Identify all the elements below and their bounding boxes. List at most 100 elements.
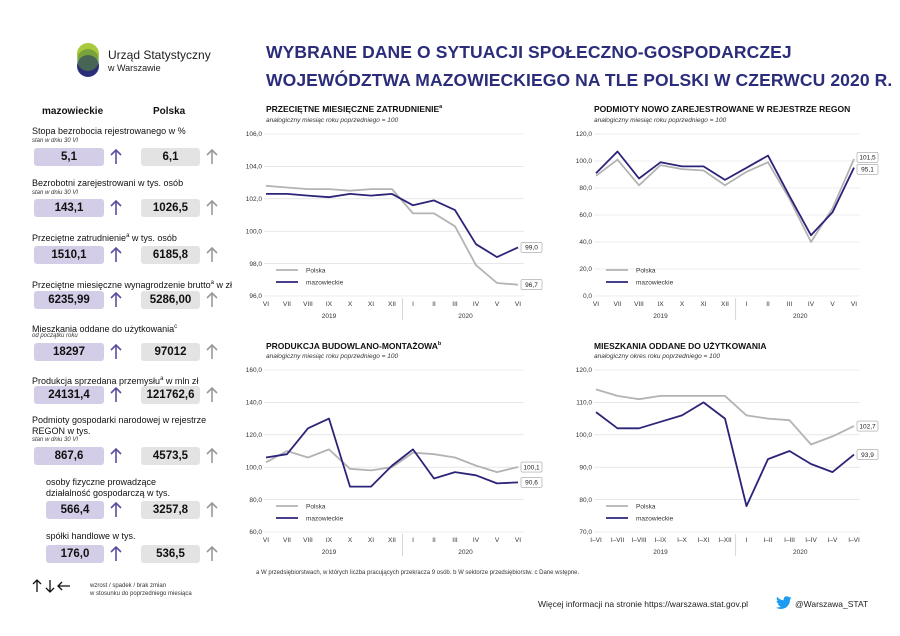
indicator-label: Bezrobotni zarejestrowani w tys. osób xyxy=(32,178,184,188)
y-tick-label: 100,0 xyxy=(576,432,593,439)
indicator-sub: od początku roku xyxy=(32,333,78,339)
end-value-box xyxy=(520,461,543,473)
org-logo: Urząd Statystyczny w Warszawie xyxy=(72,40,232,85)
x-tick-label: VII xyxy=(283,301,291,308)
indicator-value-country: 1026,5 xyxy=(141,199,200,217)
year-label: 2020 xyxy=(458,549,473,556)
indicator-label: Przeciętne miesięczne wynagrodzenie brut… xyxy=(32,278,232,291)
x-tick-label: I–IV xyxy=(805,537,817,544)
x-tick-label: I–II xyxy=(763,537,772,544)
chart-subtitle-zatrudnienie: analogiczny miesiąc roku poprzedniego = … xyxy=(266,117,399,124)
x-tick-label: VI xyxy=(515,537,521,544)
column-head-region: mazowieckie xyxy=(42,106,104,117)
year-label: 2020 xyxy=(793,549,808,556)
y-tick-label: 60,0 xyxy=(579,212,592,219)
year-label: 2019 xyxy=(653,549,668,556)
end-value-label: 101,5 xyxy=(859,155,876,162)
legend-label: Polska xyxy=(306,267,326,274)
indicator-value-region: 566,4 xyxy=(46,501,104,519)
y-tick-label: 110,0 xyxy=(576,400,592,407)
x-tick-label: III xyxy=(787,301,793,308)
arrow-up-icon xyxy=(206,199,218,215)
y-tick-label: 96,0 xyxy=(249,293,262,300)
x-tick-label: I–VI xyxy=(590,537,602,544)
x-tick-label: I–XII xyxy=(718,537,732,544)
x-tick-label: I–VII xyxy=(611,537,625,544)
indicator-label-unit: w zł xyxy=(213,280,232,290)
chart-subtitle-mieszkania: analogiczny okres roku poprzedniego = 10… xyxy=(594,353,720,360)
end-value-label: 93,9 xyxy=(861,452,874,459)
chart-title-text: PRODUKCJA BUDOWLANO-MONTAŻOWA xyxy=(266,341,438,351)
indicator-sub: stan w dniu 30 VI xyxy=(32,190,79,196)
indicator-sub: stan w dniu 30 VI xyxy=(32,437,79,443)
indicator-label: Podmioty gospodarki narodowej w rejestrz… xyxy=(32,415,207,436)
legend-label: Polska xyxy=(306,503,326,510)
end-value-box xyxy=(520,242,543,253)
footnote-mark: b xyxy=(437,341,442,348)
end-value-box xyxy=(856,420,879,432)
end-value-box xyxy=(520,477,543,488)
y-tick-label: 140,0 xyxy=(246,400,263,407)
x-tick-label: IX xyxy=(657,301,664,308)
x-tick-label: XI xyxy=(368,537,374,544)
x-tick-label: VI xyxy=(515,301,521,308)
indicator-value-country: 5286,00 xyxy=(141,291,200,309)
x-tick-label: IV xyxy=(808,301,815,308)
y-tick-label: 98,0 xyxy=(249,261,262,268)
arrow-up-icon xyxy=(206,447,218,463)
y-tick-label: 100,0 xyxy=(576,158,593,165)
indicator-value-country: 97012 xyxy=(141,343,200,361)
x-tick-label: I xyxy=(412,537,414,544)
y-tick-label: 120,0 xyxy=(246,432,263,439)
indicator-label: Stopa bezrobocia rejestrowanego w % xyxy=(32,126,186,136)
logo-mark-icon xyxy=(77,43,99,77)
chart-title-regon: PODMIOTY NOWO ZAREJESTROWANE W REJESTRZE… xyxy=(594,104,851,114)
y-tick-label: 100,0 xyxy=(246,464,263,471)
x-tick-label: IX xyxy=(326,537,333,544)
indicator-value-region: 176,0 xyxy=(46,545,104,563)
chart-title-text: PRZECIĘTNE MIESIĘCZNE ZATRUDNIENIE xyxy=(266,104,440,114)
year-label: 2019 xyxy=(653,313,668,320)
series-line-polska xyxy=(595,388,855,446)
arrow-up-icon xyxy=(110,199,122,215)
arrow-up-icon xyxy=(206,148,218,164)
trend-legend-line-2: w stosunku do poprzedniego miesiąca xyxy=(90,591,192,597)
indicator-label-unit: w mln zł xyxy=(163,376,199,386)
arrow-up-icon xyxy=(110,447,122,463)
x-tick-label: XII xyxy=(388,301,396,308)
x-tick-label: XII xyxy=(388,537,396,544)
y-tick-label: 104,0 xyxy=(246,164,263,171)
arrow-up-icon xyxy=(110,343,122,359)
indicator-value-region: 1510,1 xyxy=(34,246,104,264)
arrow-up-icon xyxy=(110,501,122,517)
year-label: 2019 xyxy=(322,313,337,320)
legend-label: mazowieckie xyxy=(636,515,674,522)
indicator-label: osoby fizyczne prowadzące działalność go… xyxy=(46,477,171,498)
x-tick-label: I xyxy=(746,301,748,308)
org-name: Urząd Statystyczny xyxy=(108,48,211,62)
twitter-handle[interactable]: @Warszawa_STAT xyxy=(795,599,869,609)
arrow-up-icon xyxy=(110,386,122,402)
arrow-down-icon xyxy=(45,580,55,593)
y-tick-label: 90,0 xyxy=(579,464,592,471)
arrow-up-icon xyxy=(206,501,218,517)
twitter-icon[interactable] xyxy=(776,596,792,610)
y-tick-label: 100,0 xyxy=(246,228,263,235)
x-tick-label: X xyxy=(348,537,353,544)
x-tick-label: V xyxy=(830,301,835,308)
x-tick-label: I–V xyxy=(828,537,838,544)
trend-legend-line-1: wzrost / spadek / brak zmian xyxy=(90,583,167,589)
more-info-link[interactable]: Więcej informacji na stronie https://war… xyxy=(538,599,749,609)
legend-label: mazowieckie xyxy=(306,515,344,522)
x-tick-label: VIII xyxy=(303,301,313,308)
y-tick-label: 80,0 xyxy=(579,185,592,192)
end-value-label: 100,1 xyxy=(523,464,540,471)
x-tick-label: VIII xyxy=(303,537,313,544)
x-tick-label: III xyxy=(452,537,458,544)
x-tick-label: III xyxy=(452,301,458,308)
chart-subtitle-regon: analogiczny miesiąc roku poprzedniego = … xyxy=(594,117,727,124)
end-value-box xyxy=(520,279,543,290)
x-tick-label: V xyxy=(495,537,500,544)
